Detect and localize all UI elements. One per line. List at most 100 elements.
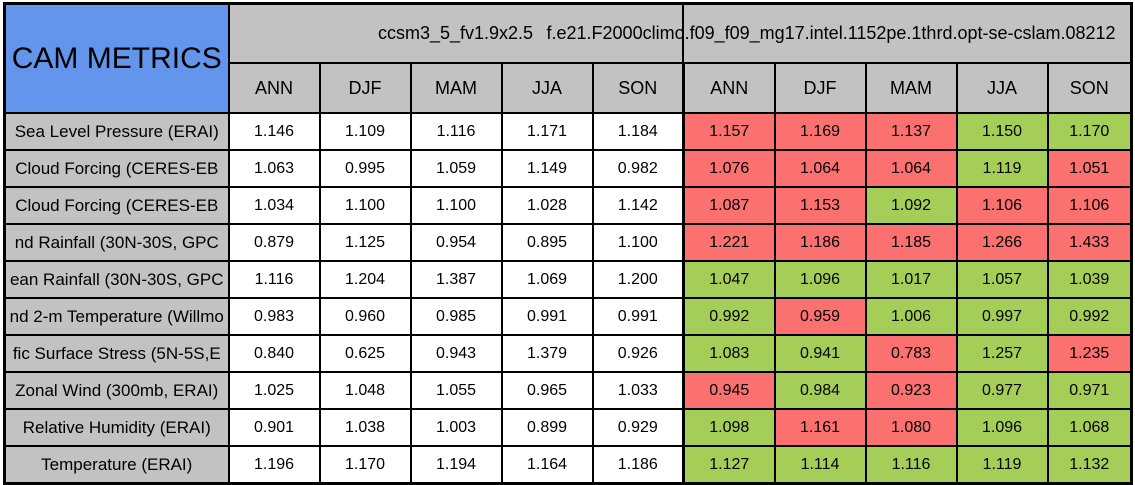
- value-cell: 0.943: [409, 334, 503, 373]
- value-cell: 0.945: [682, 371, 776, 410]
- value-cell: 1.116: [227, 260, 321, 299]
- metric-label: Cloud Forcing (CERES-EB: [3, 186, 230, 225]
- table-row: Zonal Wind (300mb, ERAI) 1.025 1.048 1.0…: [3, 371, 1133, 410]
- value-cell: 1.092: [864, 186, 958, 225]
- metric-label: Zonal Wind (300mb, ERAI): [3, 371, 230, 410]
- value-cell: 1.184: [591, 112, 685, 151]
- value-cell: 1.137: [864, 112, 958, 151]
- metrics-table: CAM METRICS ccsm3_5_fv1.9x2.5 f.e21.F200…: [3, 2, 1133, 485]
- value-cell: 1.100: [409, 186, 503, 225]
- value-cell: 1.100: [318, 186, 412, 225]
- value-cell: 1.204: [318, 260, 412, 299]
- value-cell: 1.157: [682, 112, 776, 151]
- value-cell: 0.985: [409, 297, 503, 336]
- value-cell: 0.992: [1046, 297, 1133, 336]
- value-cell: 1.028: [500, 186, 594, 225]
- value-cell: 0.783: [864, 334, 958, 373]
- value-cell: 1.119: [955, 445, 1049, 485]
- value-cell: 1.146: [227, 112, 321, 151]
- table-header: CAM METRICS ccsm3_5_fv1.9x2.5 f.e21.F200…: [3, 2, 1133, 114]
- value-cell: 1.025: [227, 371, 321, 410]
- value-cell: 0.901: [227, 408, 321, 447]
- value-cell: 1.055: [409, 371, 503, 410]
- value-cell: 1.039: [1046, 260, 1133, 299]
- season-header: ANN: [682, 62, 776, 114]
- value-cell: 0.926: [591, 334, 685, 373]
- value-cell: 0.879: [227, 223, 321, 262]
- value-cell: 1.038: [318, 408, 412, 447]
- metric-label: nd Rainfall (30N-30S, GPC: [3, 223, 230, 262]
- value-cell: 1.257: [955, 334, 1049, 373]
- season-header: JJA: [955, 62, 1049, 114]
- value-cell: 1.109: [318, 112, 412, 151]
- value-cell: 0.983: [227, 297, 321, 336]
- value-cell: 0.941: [773, 334, 867, 373]
- season-header: SON: [1046, 62, 1133, 114]
- value-cell: 1.083: [682, 334, 776, 373]
- value-cell: 1.170: [318, 445, 412, 485]
- value-cell: 1.171: [500, 112, 594, 151]
- value-cell: 1.235: [1046, 334, 1133, 373]
- table-row: Cloud Forcing (CERES-EB 1.063 0.995 1.05…: [3, 149, 1133, 188]
- value-cell: 1.051: [1046, 149, 1133, 188]
- value-cell: 1.064: [864, 149, 958, 188]
- value-cell: 1.142: [591, 186, 685, 225]
- value-cell: 0.965: [500, 371, 594, 410]
- value-cell: 1.048: [318, 371, 412, 410]
- table-row: Cloud Forcing (CERES-EB 1.034 1.100 1.10…: [3, 186, 1133, 225]
- value-cell: 1.119: [955, 149, 1049, 188]
- value-cell: 1.096: [773, 260, 867, 299]
- season-header: MAM: [409, 62, 503, 114]
- value-cell: 1.164: [500, 445, 594, 485]
- value-cell: 0.984: [773, 371, 867, 410]
- value-cell: 1.186: [591, 445, 685, 485]
- value-cell: 1.149: [500, 149, 594, 188]
- season-header: DJF: [773, 62, 867, 114]
- table-row: nd 2-m Temperature (Willmo 0.983 0.960 0…: [3, 297, 1133, 336]
- metric-label: Cloud Forcing (CERES-EB: [3, 149, 230, 188]
- value-cell: 1.379: [500, 334, 594, 373]
- value-cell: 0.982: [591, 149, 685, 188]
- value-cell: 1.069: [500, 260, 594, 299]
- season-header: JJA: [500, 62, 594, 114]
- value-cell: 1.006: [864, 297, 958, 336]
- value-cell: 1.096: [955, 408, 1049, 447]
- table-row: Temperature (ERAI) 1.196 1.170 1.194 1.1…: [3, 445, 1133, 485]
- value-cell: 1.170: [1046, 112, 1133, 151]
- value-cell: 1.087: [682, 186, 776, 225]
- season-header: DJF: [318, 62, 412, 114]
- value-cell: 1.116: [864, 445, 958, 485]
- value-cell: 1.080: [864, 408, 958, 447]
- run1-header: ccsm3_5_fv1.9x2.5: [377, 23, 534, 43]
- value-cell: 1.169: [773, 112, 867, 151]
- value-cell: 1.153: [773, 186, 867, 225]
- value-cell: 1.063: [227, 149, 321, 188]
- value-cell: 0.971: [1046, 371, 1133, 410]
- run-header-row: CAM METRICS ccsm3_5_fv1.9x2.5 f.e21.F200…: [3, 2, 1133, 114]
- season-header: ANN: [227, 62, 321, 114]
- value-cell: 1.068: [1046, 408, 1133, 447]
- table-title: CAM METRICS: [3, 2, 230, 114]
- value-cell: 0.895: [500, 223, 594, 262]
- value-cell: 0.997: [955, 297, 1049, 336]
- value-cell: 0.954: [409, 223, 503, 262]
- value-cell: 1.194: [409, 445, 503, 485]
- value-cell: 1.064: [773, 149, 867, 188]
- value-cell: 0.991: [591, 297, 685, 336]
- value-cell: 0.995: [318, 149, 412, 188]
- value-cell: 1.186: [773, 223, 867, 262]
- metric-label: Temperature (ERAI): [3, 445, 230, 485]
- value-cell: 1.059: [409, 149, 503, 188]
- value-cell: 1.125: [318, 223, 412, 262]
- value-cell: 1.076: [682, 149, 776, 188]
- value-cell: 0.992: [682, 297, 776, 336]
- value-cell: 1.033: [591, 371, 685, 410]
- table-body: Sea Level Pressure (ERAI) 1.146 1.109 1.…: [3, 112, 1133, 485]
- season-header: SON: [591, 62, 685, 114]
- value-cell: 1.266: [955, 223, 1049, 262]
- metric-label: fic Surface Stress (5N-5S,E: [3, 334, 230, 373]
- value-cell: 1.132: [1046, 445, 1133, 485]
- table-row: fic Surface Stress (5N-5S,E 0.840 0.625 …: [3, 334, 1133, 373]
- value-cell: 1.196: [227, 445, 321, 485]
- value-cell: 0.899: [500, 408, 594, 447]
